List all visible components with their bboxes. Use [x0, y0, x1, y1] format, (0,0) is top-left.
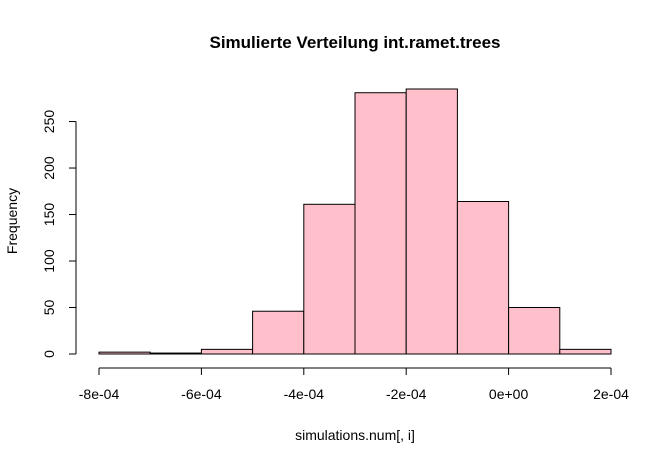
y-tick-label-0: 0 [41, 350, 57, 358]
x-tick-label-5: 2e-04 [593, 386, 629, 402]
y-tick-label-5: 250 [41, 110, 57, 134]
histogram-bar-5 [354, 92, 407, 355]
y-tick-label-1: 50 [41, 300, 57, 316]
chart-title: Simulierte Verteilung int.ramet.trees [210, 33, 501, 52]
histogram-bar-3 [252, 310, 305, 355]
histogram-bar-9 [559, 348, 612, 355]
bars-group [98, 88, 612, 355]
histogram-bar-6 [405, 88, 458, 355]
x-tick-label-3: -2e-04 [386, 386, 427, 402]
histogram-bar-4 [303, 203, 356, 355]
histogram-bar-7 [456, 201, 510, 355]
x-axis-label: simulations.num[, i] [295, 427, 415, 443]
x-tick-label-2: -4e-04 [284, 386, 325, 402]
x-tick-label-1: -6e-04 [181, 386, 222, 402]
y-axis-label: Frequency [4, 188, 20, 254]
y-tick-label-4: 200 [41, 156, 57, 180]
histogram-bar-0 [98, 351, 151, 355]
histogram-bar-8 [508, 307, 561, 355]
x-tick-label-4: 0e+00 [489, 386, 529, 402]
x-tick-label-0: -8e-04 [79, 386, 120, 402]
y-tick-label-3: 150 [41, 203, 57, 227]
y-tick-label-2: 100 [41, 249, 57, 273]
histogram-bar-1 [149, 352, 202, 355]
y-axis: 0 50 100 150 200 250 [41, 110, 77, 358]
x-axis: -8e-04 -6e-04 -4e-04 -2e-04 0e+00 2e-04 [79, 367, 629, 402]
histogram-bar-2 [200, 348, 254, 355]
